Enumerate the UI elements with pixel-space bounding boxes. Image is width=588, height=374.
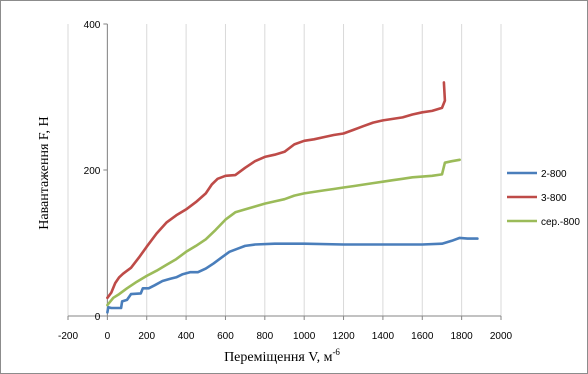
series-group: [106, 81, 479, 314]
x-tick-label-3: 400: [178, 331, 195, 342]
series-line-3-800: [106, 81, 447, 300]
ticks: 0 200 400 -200 0 200 400 600 800 1000 1200 1400 1600…: [58, 20, 513, 342]
legend: 2-800 3-800 сер.-800: [507, 169, 580, 228]
legend-label-2: сер.-800: [541, 217, 580, 228]
y-tick-label-0: 0: [95, 312, 101, 323]
y-tick-label-1: 200: [84, 166, 101, 177]
y-axis-title: Навантаження F, Н: [37, 116, 52, 229]
legend-label-1: 3-800: [541, 193, 567, 204]
x-tick-label-1: 0: [105, 331, 111, 342]
x-tick-label-5: 800: [256, 331, 273, 342]
x-tick-label-8: 1400: [372, 331, 395, 342]
x-tick-label-11: 2000: [490, 331, 513, 342]
series-line-сер.-800: [106, 158, 461, 307]
x-axis-title-text: Переміщення V, м: [224, 350, 333, 365]
legend-label-0: 2-800: [541, 169, 567, 180]
x-tick-label-6: 1000: [293, 331, 316, 342]
x-axis-title: Переміщення V, м-6: [224, 347, 340, 365]
grid: [67, 24, 502, 317]
x-tick-label-7: 1200: [332, 331, 355, 342]
x-tick-label-9: 1600: [411, 331, 434, 342]
y-tick-label-2: 400: [84, 20, 101, 31]
series-line-2-800: [106, 236, 479, 314]
x-tick-label-4: 600: [217, 331, 234, 342]
x-axis-title-sup: -6: [332, 347, 340, 357]
x-tick-label-2: 200: [138, 331, 155, 342]
x-tick-label-0: -200: [58, 331, 78, 342]
x-tick-label-10: 1800: [451, 331, 474, 342]
